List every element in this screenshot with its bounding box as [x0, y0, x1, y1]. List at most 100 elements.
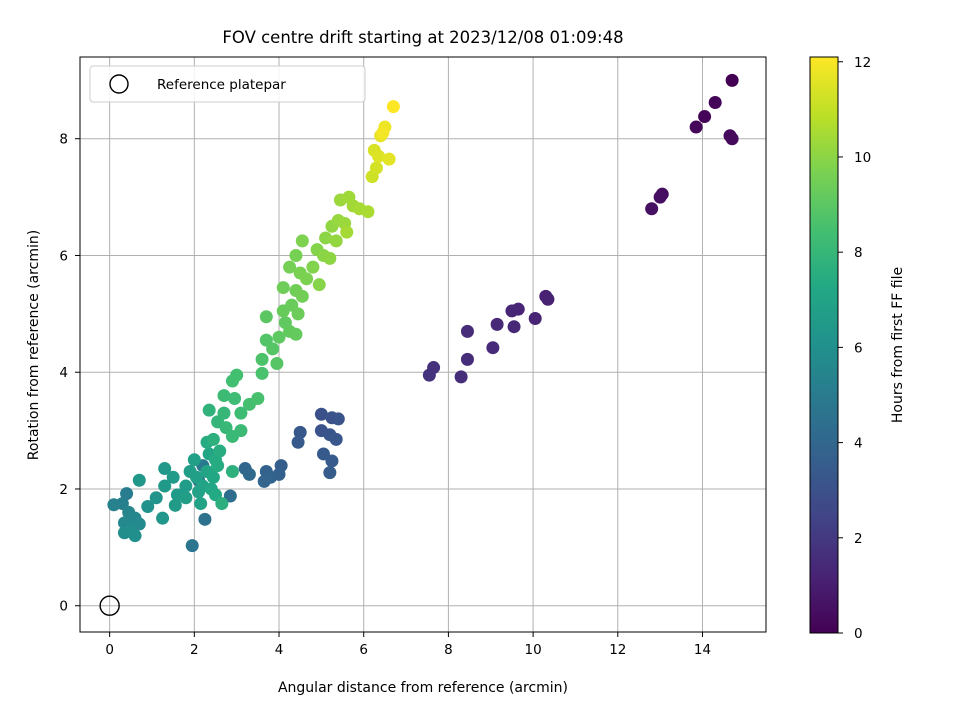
data-point — [117, 526, 131, 540]
data-point — [490, 317, 504, 331]
data-point — [156, 511, 170, 525]
data-point — [120, 487, 134, 501]
data-point — [242, 467, 256, 481]
plot-frame — [79, 56, 767, 633]
data-point — [107, 498, 121, 512]
data-point — [215, 497, 229, 511]
data-point — [314, 407, 328, 421]
data-point — [653, 190, 667, 204]
data-point — [291, 307, 305, 321]
data-point — [187, 453, 201, 467]
colorbar-tick-label: 4 — [854, 436, 863, 452]
y-tick-label: 4 — [59, 365, 68, 381]
data-point — [689, 120, 703, 134]
colorbar-tick-label: 10 — [854, 150, 871, 166]
data-point — [266, 342, 280, 356]
data-point — [168, 498, 182, 512]
data-point — [708, 96, 722, 110]
data-point — [202, 403, 216, 417]
data-point — [270, 356, 284, 370]
data-point — [234, 424, 248, 438]
data-point — [293, 425, 307, 439]
data-point — [376, 126, 390, 140]
data-point — [230, 368, 244, 382]
data-point — [331, 412, 345, 426]
x-tick-label: 4 — [275, 642, 284, 658]
data-point — [541, 292, 555, 306]
colorbar-tick-label: 0 — [854, 626, 863, 642]
data-point — [206, 470, 220, 484]
grid-lines — [80, 57, 766, 632]
data-point — [329, 432, 343, 446]
colorbar-tick-label: 6 — [854, 340, 863, 356]
data-point — [329, 234, 343, 248]
data-point — [223, 489, 237, 503]
data-point — [319, 231, 333, 245]
data-point — [369, 161, 383, 175]
x-tick-label: 12 — [609, 642, 626, 658]
colorbar-label: Hours from first FF file — [890, 267, 906, 423]
colorbar-ticks: 0 2 4 6 8 10 12 — [838, 55, 871, 642]
data-point — [289, 248, 303, 262]
x-axis-ticks: 0 2 4 6 8 10 12 14 — [105, 632, 711, 658]
reference-marker — [99, 595, 120, 616]
data-point — [372, 149, 386, 163]
x-tick-label: 8 — [444, 642, 453, 658]
data-point — [698, 110, 712, 124]
data-point — [255, 352, 269, 366]
x-tick-label: 10 — [525, 642, 542, 658]
data-point — [149, 491, 163, 505]
colorbar-tick-label: 2 — [854, 531, 863, 547]
data-point — [312, 278, 326, 292]
colorbar-tick-label: 8 — [854, 245, 863, 261]
legend-marker — [109, 74, 129, 94]
data-point — [645, 202, 659, 216]
data-point — [289, 327, 303, 341]
y-tick-label: 0 — [59, 599, 68, 615]
data-point — [386, 100, 400, 114]
data-point — [217, 406, 231, 420]
data-point — [725, 132, 739, 146]
data-point — [272, 330, 286, 344]
data-point — [166, 470, 180, 484]
data-point — [251, 391, 265, 405]
data-point — [528, 312, 542, 326]
y-tick-label: 6 — [59, 248, 68, 264]
data-point — [194, 497, 208, 511]
data-point — [291, 435, 305, 449]
data-point — [486, 341, 500, 355]
x-axis-label: Angular distance from reference (arcmin) — [278, 680, 568, 696]
data-point — [725, 73, 739, 87]
y-tick-label: 8 — [59, 132, 68, 148]
data-point — [422, 368, 436, 382]
data-point — [255, 366, 269, 380]
data-point — [225, 464, 239, 478]
data-point — [132, 473, 146, 487]
y-axis-label: Rotation from reference (arcmin) — [26, 230, 42, 460]
data-point — [295, 289, 309, 303]
reference-marker-group — [99, 595, 120, 616]
data-point — [213, 444, 227, 458]
data-point — [460, 352, 474, 366]
x-tick-label: 2 — [190, 642, 199, 658]
legend: Reference platepar — [89, 65, 366, 103]
data-point — [454, 370, 468, 384]
data-point — [234, 406, 248, 420]
data-point — [382, 152, 396, 166]
data-point — [259, 310, 273, 324]
data-point — [257, 474, 271, 488]
legend-entry-label: Reference platepar — [157, 77, 286, 93]
data-point — [507, 320, 521, 334]
data-point — [361, 205, 375, 219]
colorbar: 0 2 4 6 8 10 12 Hours from first FF file — [809, 55, 906, 642]
data-point — [158, 479, 172, 493]
data-point — [217, 389, 231, 403]
data-point — [158, 462, 172, 476]
data-point — [211, 459, 225, 473]
data-point — [141, 499, 155, 513]
data-point — [198, 512, 212, 526]
data-point — [206, 432, 220, 446]
data-point — [185, 539, 199, 553]
data-point — [283, 260, 297, 274]
colorbar-tick-label: 12 — [854, 55, 871, 71]
